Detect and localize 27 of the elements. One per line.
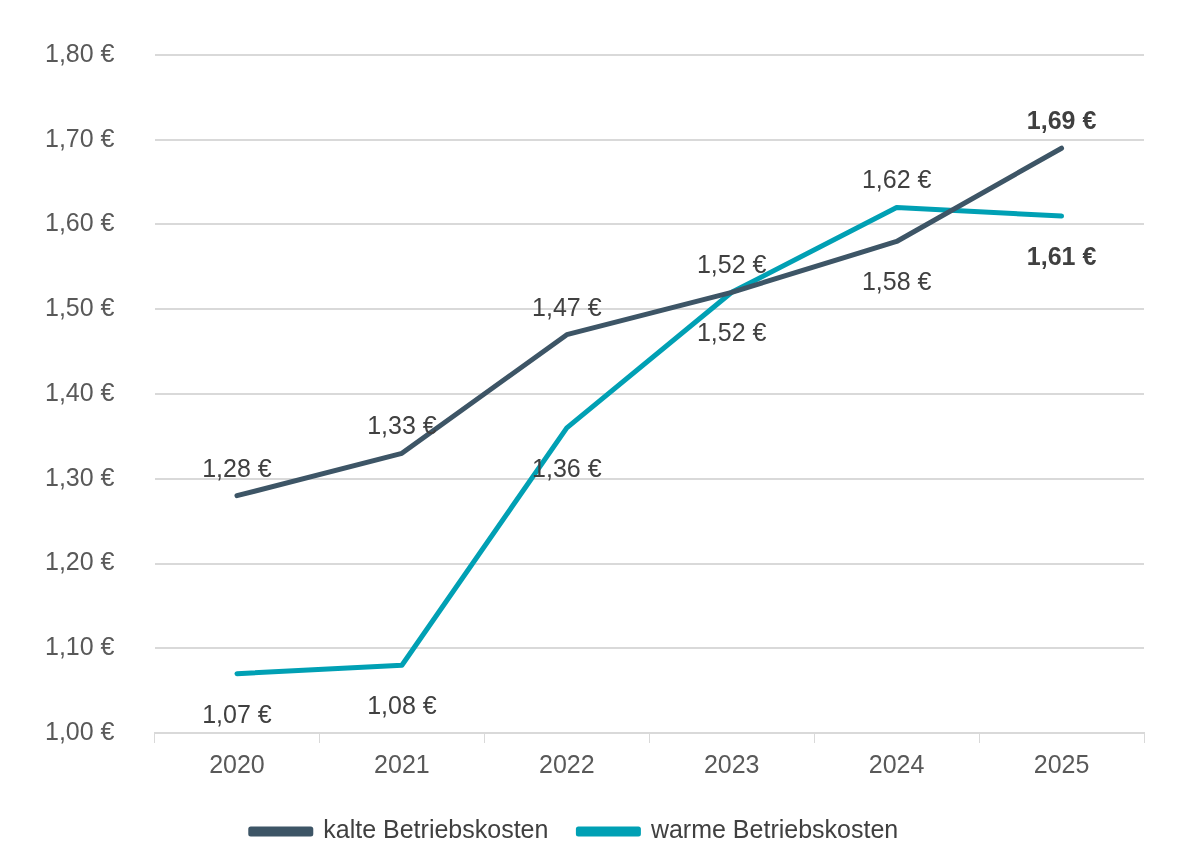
x-tick-label: 2023 — [703, 749, 760, 778]
y-tick-label: 1,10 € — [44, 632, 115, 661]
legend-label: kalte Betriebskosten — [323, 815, 549, 844]
y-tick-label: 1,40 € — [44, 377, 115, 406]
data-label: 1,58 € — [861, 267, 932, 296]
x-tick-label: 2025 — [1033, 749, 1090, 778]
data-label: 1,28 € — [202, 453, 272, 482]
y-tick-label: 1,20 € — [44, 547, 115, 576]
y-tick-label: 1,00 € — [44, 716, 115, 745]
x-tick-label: 2020 — [209, 749, 265, 778]
data-label: 1,52 € — [696, 250, 767, 279]
y-tick-label: 1,70 € — [44, 123, 115, 152]
y-tick-label: 1,80 € — [44, 38, 115, 67]
x-tick-label: 2022 — [538, 749, 595, 778]
data-label: 1,61 € — [1026, 241, 1097, 270]
data-label: 1,62 € — [861, 165, 932, 194]
y-tick-label: 1,30 € — [44, 462, 115, 491]
data-label: 1,08 € — [367, 691, 437, 720]
legend-label: warme Betriebskosten — [649, 815, 899, 844]
x-tick-label: 2021 — [374, 749, 430, 778]
data-label: 1,47 € — [532, 292, 602, 321]
data-label: 1,52 € — [696, 318, 767, 347]
data-label: 1,69 € — [1026, 106, 1097, 135]
y-tick-label: 1,50 € — [44, 293, 115, 322]
data-label: 1,07 € — [202, 699, 272, 728]
y-tick-label: 1,60 € — [44, 208, 115, 237]
x-tick-label: 2024 — [868, 749, 925, 778]
